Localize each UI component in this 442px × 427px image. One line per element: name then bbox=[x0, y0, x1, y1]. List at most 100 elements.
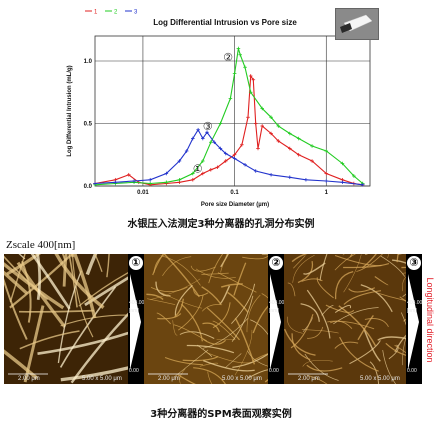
longitudinal-direction-label: Longitudinal direction bbox=[423, 256, 437, 384]
data-point-1 bbox=[191, 177, 195, 182]
fibril bbox=[334, 341, 359, 349]
data-point-3 bbox=[223, 151, 228, 156]
data-point-1 bbox=[256, 146, 260, 151]
fibril bbox=[70, 296, 144, 384]
data-point-3 bbox=[196, 127, 200, 132]
fibril bbox=[71, 254, 94, 338]
data-point-1 bbox=[126, 172, 131, 177]
z-scale-wedge bbox=[130, 274, 141, 370]
fibril bbox=[147, 298, 176, 305]
fibril bbox=[231, 283, 256, 325]
data-point-2 bbox=[269, 115, 273, 120]
fibril bbox=[217, 272, 257, 293]
fibril bbox=[369, 361, 380, 384]
fibril bbox=[68, 254, 78, 308]
fibril bbox=[356, 254, 384, 272]
fibril bbox=[220, 254, 229, 268]
data-point-1 bbox=[276, 139, 281, 143]
fibril bbox=[202, 338, 226, 345]
data-point-3 bbox=[164, 171, 169, 176]
fibril bbox=[290, 314, 314, 349]
fibril bbox=[302, 262, 326, 275]
fibril bbox=[343, 290, 382, 305]
data-point-1 bbox=[240, 142, 244, 147]
fibril bbox=[173, 324, 207, 342]
fibril bbox=[306, 289, 331, 339]
fibril bbox=[160, 255, 201, 286]
curve-annotation: ③ bbox=[203, 120, 213, 133]
fibril bbox=[220, 283, 243, 288]
x-tick-label: 0.1 bbox=[230, 190, 239, 196]
legend-label: 1 bbox=[94, 10, 98, 16]
fibril bbox=[4, 278, 28, 340]
fibril bbox=[284, 328, 316, 356]
data-point-3 bbox=[205, 130, 209, 135]
fibril bbox=[291, 254, 308, 263]
fibril bbox=[156, 312, 172, 325]
fibril bbox=[202, 317, 249, 349]
data-point-1 bbox=[253, 121, 258, 126]
fibril bbox=[242, 254, 270, 260]
axis-ticks: 0.01 0.1 1 0.0 0.5 1.0 bbox=[84, 59, 329, 196]
fibril bbox=[212, 320, 236, 340]
data-point-3 bbox=[148, 177, 152, 182]
fibril bbox=[306, 374, 328, 384]
data-point-2 bbox=[177, 177, 182, 182]
fibril bbox=[6, 254, 42, 276]
data-point-1 bbox=[296, 152, 301, 157]
chart-caption: 水银压入法测定3种分离器的孔洞分布实例 bbox=[127, 219, 315, 230]
scan-size-label: 5.00 x 5.00 μm bbox=[82, 376, 122, 382]
zscale-label: Zscale 400[nm] bbox=[6, 239, 76, 251]
fibril bbox=[301, 278, 323, 282]
fibril bbox=[219, 285, 231, 305]
fibril bbox=[329, 320, 353, 329]
data-point-2 bbox=[340, 161, 345, 166]
fibril bbox=[206, 352, 252, 364]
fibril bbox=[157, 313, 182, 320]
fibril bbox=[150, 286, 188, 293]
fibril bbox=[206, 307, 240, 341]
longitudinal-direction-text: Longitudinal direction bbox=[425, 277, 435, 363]
data-point-3 bbox=[177, 159, 182, 163]
fibril bbox=[202, 322, 220, 333]
fibril bbox=[62, 254, 68, 287]
fibril bbox=[199, 362, 219, 367]
data-point-1 bbox=[260, 124, 264, 128]
fibril bbox=[306, 364, 343, 372]
data-point-2 bbox=[232, 71, 237, 76]
data-point-3 bbox=[360, 182, 365, 187]
fibril bbox=[4, 349, 39, 380]
fibril bbox=[207, 371, 213, 384]
fibril bbox=[334, 304, 352, 314]
fibril bbox=[300, 303, 320, 322]
panel-badge: ② bbox=[269, 256, 283, 270]
data-point-3 bbox=[340, 180, 345, 185]
fibril bbox=[4, 262, 65, 310]
data-point-1 bbox=[287, 146, 292, 151]
scan-size-label: 5.00 x 5.00 μm bbox=[360, 376, 400, 382]
fibril bbox=[286, 316, 303, 334]
fibril bbox=[37, 326, 144, 355]
fibril bbox=[343, 254, 362, 293]
data-point-1 bbox=[215, 165, 220, 170]
z-top-label: 400.00 bbox=[407, 300, 422, 306]
data-point-3 bbox=[113, 180, 118, 185]
fibril bbox=[292, 254, 315, 283]
data-point-2 bbox=[287, 131, 292, 136]
data-point-3 bbox=[287, 175, 292, 180]
fibril bbox=[30, 254, 71, 310]
data-point-3 bbox=[324, 179, 329, 183]
data-point-2 bbox=[228, 96, 233, 101]
y-axis-label: Log Differential Intrusion (mL/g) bbox=[67, 65, 73, 156]
fibril bbox=[233, 262, 247, 296]
legend-label: 2 bbox=[114, 10, 118, 16]
fibril bbox=[182, 355, 219, 362]
fibril bbox=[174, 298, 184, 318]
fibril bbox=[348, 287, 376, 293]
x-axis-label: Pore size Diameter (µm) bbox=[201, 202, 269, 208]
y-tick-label: 0.5 bbox=[84, 122, 93, 128]
data-point-2 bbox=[248, 90, 253, 95]
data-point-3 bbox=[243, 162, 247, 167]
data-point-2 bbox=[201, 159, 205, 163]
fibril bbox=[361, 254, 377, 269]
